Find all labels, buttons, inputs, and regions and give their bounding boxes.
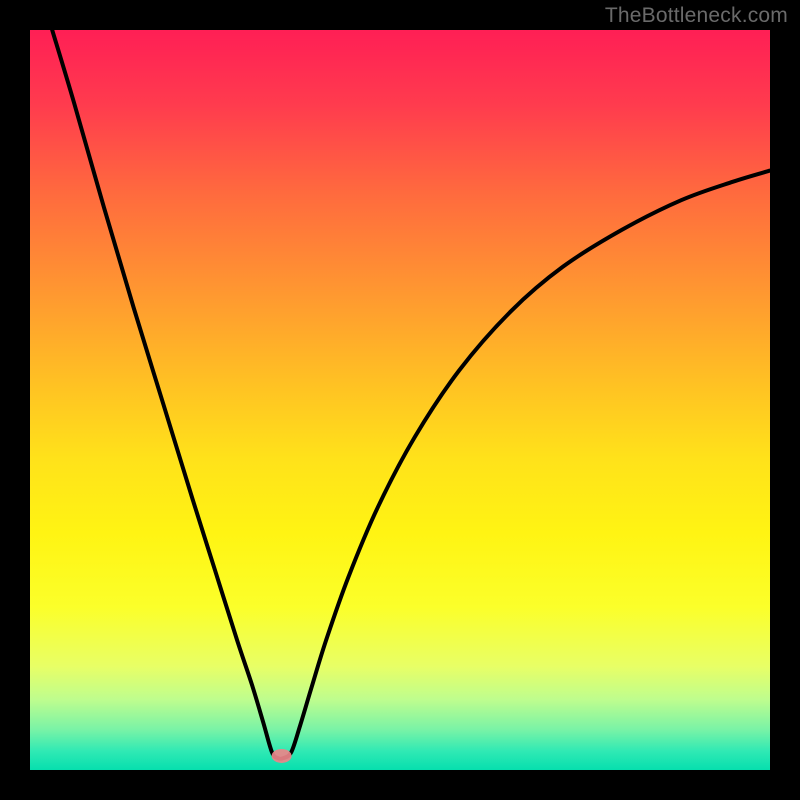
plot-area	[30, 30, 770, 770]
chart-container	[0, 0, 800, 800]
gradient-background	[30, 30, 770, 770]
